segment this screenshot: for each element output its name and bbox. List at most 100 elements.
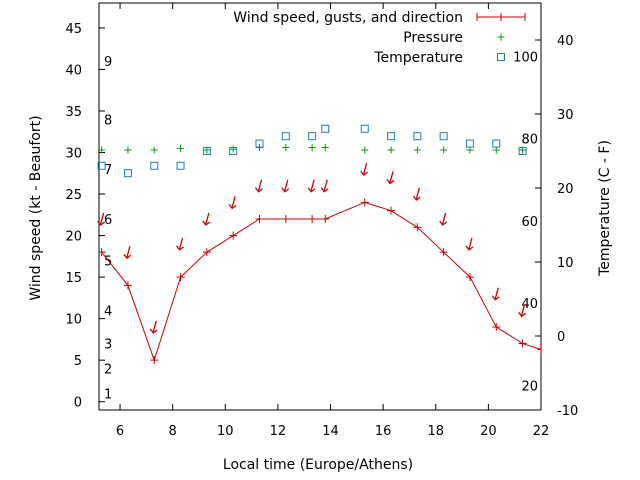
beaufort-label: 3 <box>104 338 112 353</box>
beaufort-label: 6 <box>104 213 112 228</box>
wind-speed-point <box>229 231 238 240</box>
legend-plus <box>497 13 505 21</box>
temperature-point <box>439 132 448 141</box>
wind-speed-point <box>439 248 448 257</box>
wind-speed-point <box>123 281 132 290</box>
y-right-tick-label: 10 <box>557 256 574 271</box>
x-tick-label: 6 <box>116 424 124 439</box>
temperature-point <box>308 132 317 141</box>
wind-arrow-shaft <box>415 187 420 200</box>
wind-speed-point <box>99 248 106 257</box>
legend-label: Pressure <box>403 30 463 46</box>
temperature-point <box>518 147 527 155</box>
wind-speed-series <box>99 198 541 365</box>
y-left-tick-label: 25 <box>65 188 82 203</box>
temperature-point <box>150 161 159 170</box>
pressure-point <box>492 146 500 154</box>
wind-speed-point <box>202 248 211 257</box>
wind-speed-point <box>255 214 264 223</box>
wind-speed-point <box>321 214 330 223</box>
wind-speed-point <box>150 356 159 365</box>
pressure-point <box>321 144 329 152</box>
wind-arrow-head <box>281 187 290 193</box>
temperature-point <box>202 147 211 155</box>
wind-speed-point <box>537 345 541 354</box>
wind-arrow-shaft <box>494 287 499 299</box>
y-right-tick-label: 20 <box>557 182 574 197</box>
wind-arrow-head <box>254 187 263 193</box>
wind-speed-point <box>176 273 185 282</box>
pressure-point <box>466 146 474 154</box>
temperature-point <box>281 132 290 141</box>
pressure-point <box>361 146 369 154</box>
pressure-series <box>98 144 527 154</box>
temperature-point <box>413 132 422 141</box>
pressure-point <box>150 146 158 154</box>
y-left-tick-label: 20 <box>65 230 82 245</box>
wind-arrow-shaft <box>126 246 131 258</box>
y-right-tick-label: -10 <box>557 404 578 419</box>
fahrenheit-label: 60 <box>521 215 538 230</box>
wind-arrow-head <box>307 187 316 193</box>
fahrenheit-label: 80 <box>521 133 538 148</box>
temperature-point <box>123 169 132 178</box>
x-tick-label: 16 <box>375 424 392 439</box>
y-left-tick-label: 35 <box>65 105 82 120</box>
wind-speed-point <box>281 214 290 223</box>
wind-arrow-head <box>228 203 237 210</box>
wind-arrow-head <box>202 220 211 226</box>
fahrenheit-label: 40 <box>521 297 538 312</box>
temperature-point <box>176 161 185 170</box>
wind-arrow-shaft <box>231 196 236 208</box>
pressure-point <box>98 146 106 154</box>
beaufort-label: 1 <box>104 387 112 402</box>
wind-arrow-head <box>97 220 106 226</box>
beaufort-label: 5 <box>104 254 112 269</box>
wind-arrow-shaft <box>389 171 394 183</box>
wind-arrow-head <box>360 170 369 177</box>
temperature-point <box>387 132 396 141</box>
y-axis-right-label: Temperature (C - F) <box>597 140 613 277</box>
wind-arrow-shaft <box>310 179 315 191</box>
wind-speed-line <box>101 201 541 362</box>
legend-group: Wind speed, gusts, and direction Pressure… <box>233 10 526 66</box>
wind-arrow-shaft <box>205 212 210 225</box>
temperature-point <box>97 161 106 170</box>
plot-frame <box>98 2 542 411</box>
x-tick-label: 10 <box>217 424 234 439</box>
pressure-point <box>387 146 395 154</box>
wind-speed-point <box>518 339 527 348</box>
wind-arrow-shaft <box>520 304 526 316</box>
wind-speed-point <box>360 198 369 207</box>
legend-square <box>497 53 505 61</box>
wind-arrow-head <box>386 179 395 185</box>
wind-arrow-shaft <box>284 179 289 191</box>
wind-arrow-shaft <box>178 237 184 250</box>
y-left-tick-label: 5 <box>74 354 82 369</box>
y-left-tick-label: 30 <box>65 147 82 162</box>
wind-arrow-head <box>518 311 526 318</box>
temperature-point <box>255 139 264 148</box>
wind-arrow-head <box>149 328 158 334</box>
x-tick-label: 22 <box>533 424 550 439</box>
wind-arrow-head <box>439 220 448 226</box>
pressure-point <box>440 146 448 154</box>
pressure-point <box>413 146 421 154</box>
wind-speed-point <box>492 322 501 331</box>
y-axis-left-label: Wind speed (kt - Beaufort) <box>28 115 44 300</box>
wind-speed-point <box>387 206 396 215</box>
wind-direction-series <box>97 162 526 334</box>
y-left-tick-label: 40 <box>65 63 82 78</box>
wind-arrow-shaft <box>442 212 447 225</box>
wind-arrow-shaft <box>152 320 157 333</box>
x-tick-label: 20 <box>480 424 497 439</box>
wind-speed-point <box>308 214 317 223</box>
temperature-point <box>321 124 330 133</box>
pressure-point <box>124 146 132 154</box>
series-group <box>97 124 541 365</box>
y-right-tick-label: 40 <box>557 34 574 49</box>
wind-arrow-shaft <box>257 179 263 191</box>
beaufort-label: 7 <box>104 163 112 178</box>
